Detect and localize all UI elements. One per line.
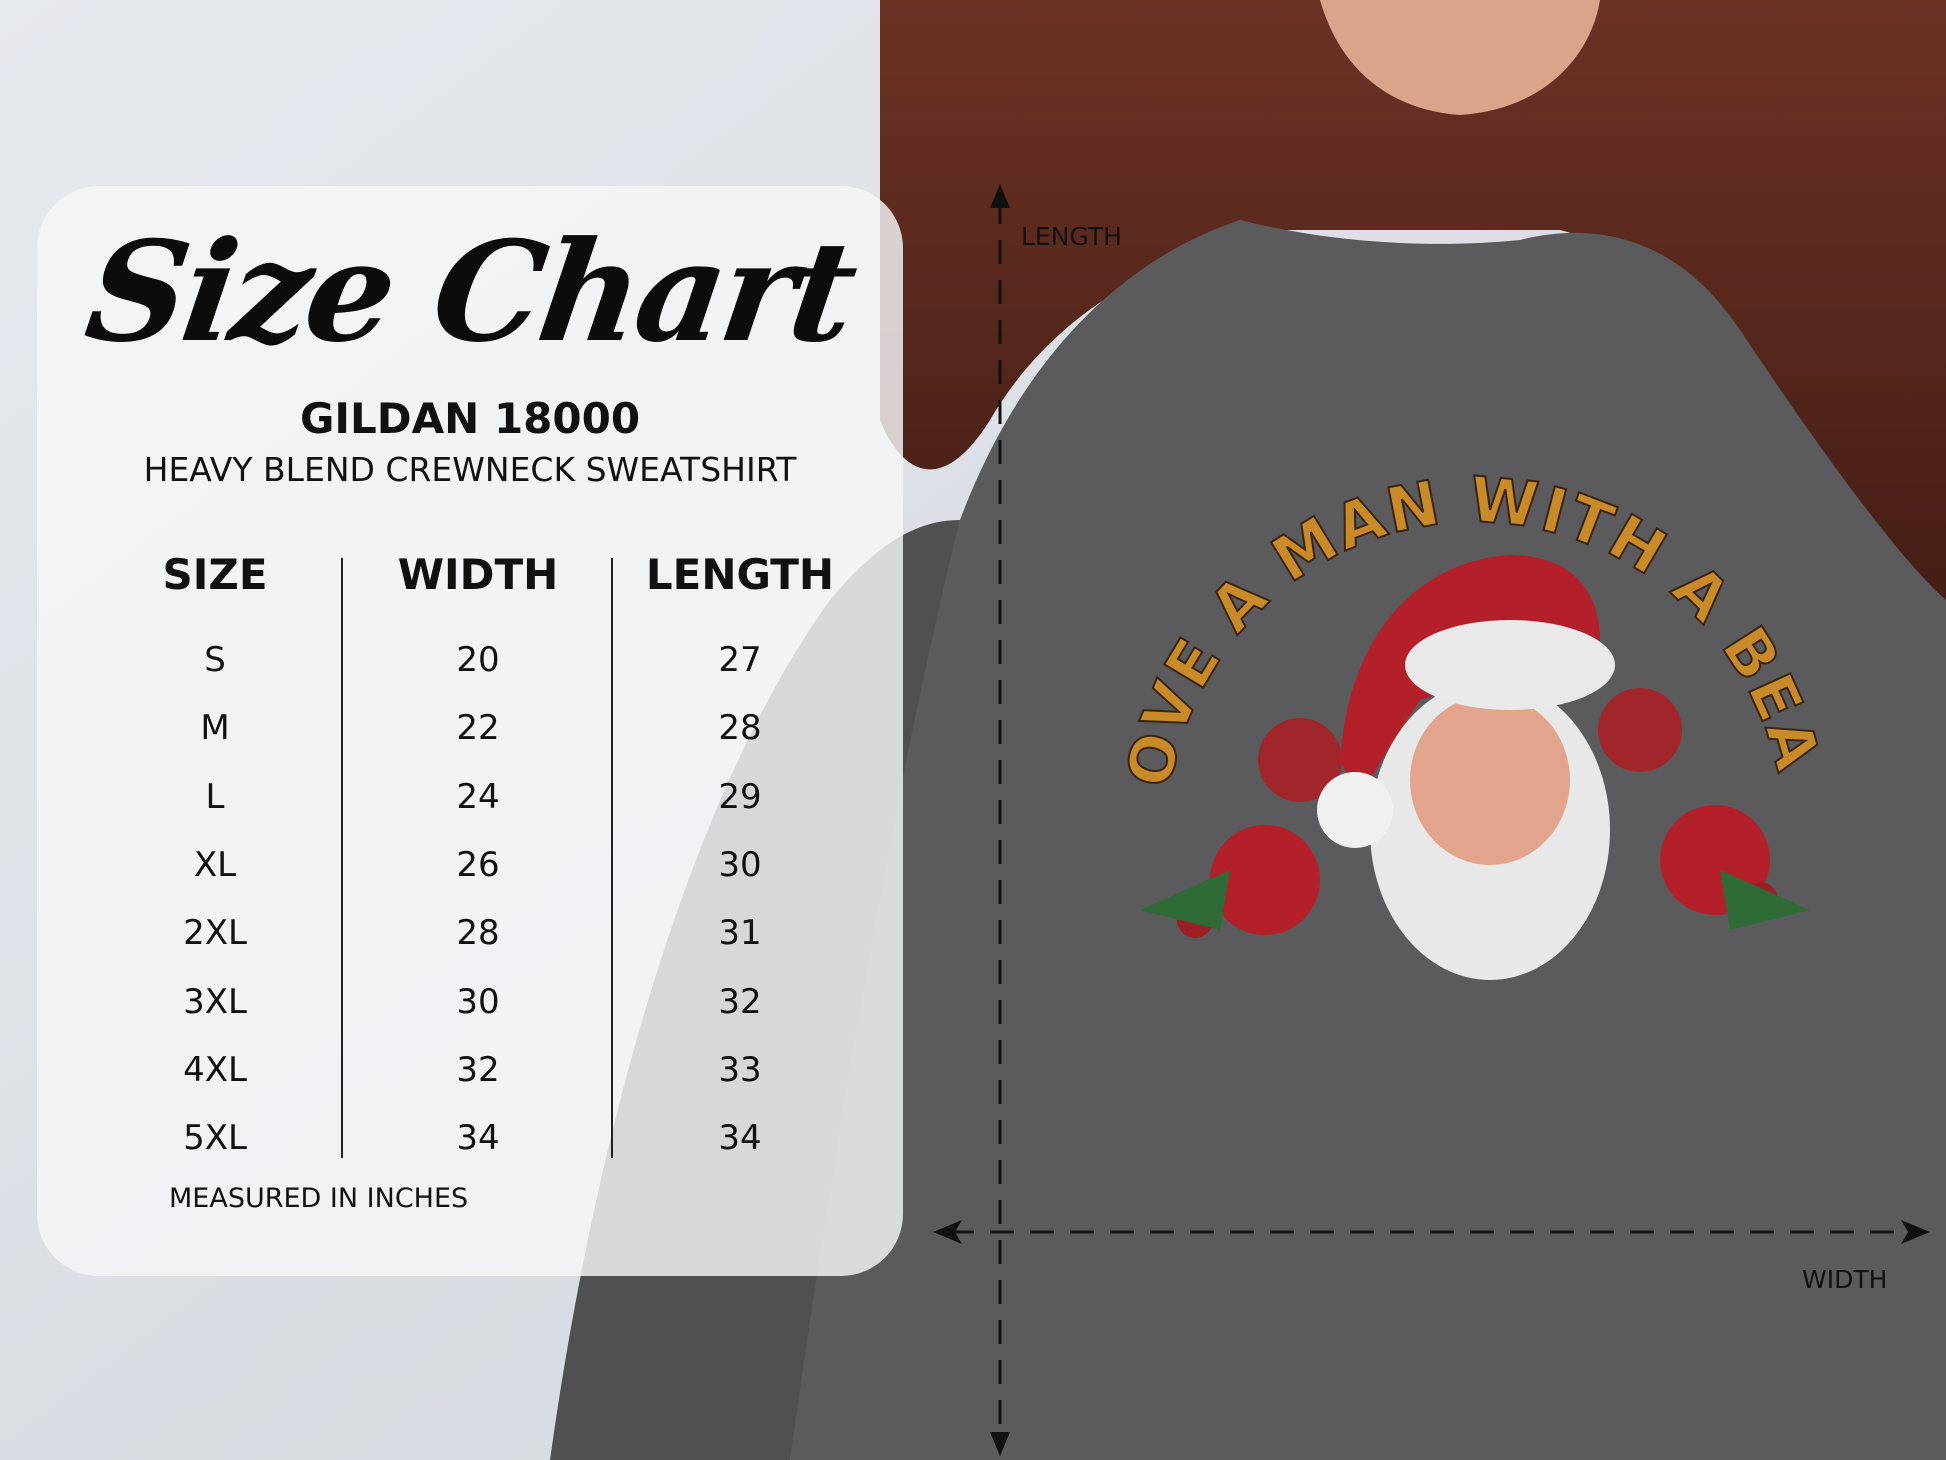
column-divider: [611, 558, 613, 1158]
column-header-size: SIZE: [162, 550, 268, 599]
width-cell: 26: [456, 844, 500, 885]
length-cell: 32: [718, 981, 762, 1022]
column-divider: [341, 558, 343, 1158]
product-subtitle: HEAVY BLEND CREWNECK SWEATSHIRT: [143, 450, 797, 489]
measurement-note: MEASURED IN INCHES: [169, 1183, 469, 1214]
face: [1320, 0, 1600, 115]
width-cell: 34: [456, 1118, 500, 1159]
length-cell: 30: [718, 844, 762, 885]
length-cell: 31: [718, 913, 762, 954]
column-header-length: LENGTH: [645, 550, 835, 599]
size-cell: 2XL: [183, 913, 247, 954]
size-cell: XL: [193, 844, 237, 885]
length-cell: 34: [718, 1118, 762, 1159]
length-arrow: [990, 184, 1010, 1456]
size-chart-title: Size Chart: [77, 210, 863, 373]
column-header-width: WIDTH: [397, 550, 559, 599]
width-cell: 32: [456, 1049, 500, 1090]
width-label: WIDTH: [1802, 1265, 1888, 1294]
length-cell: 28: [718, 708, 762, 749]
length-label: LENGTH: [1021, 222, 1122, 251]
size-cell: L: [205, 776, 225, 817]
size-chart-panel: [37, 186, 903, 1276]
size-cell: M: [200, 708, 230, 749]
width-cell: 30: [456, 981, 500, 1022]
length-cell: 33: [718, 1049, 762, 1090]
width-cell: 28: [456, 913, 500, 954]
length-cell: 27: [718, 640, 762, 680]
size-cell: 5XL: [183, 1118, 247, 1159]
width-cell: 24: [456, 776, 500, 817]
width-arrow: [933, 1220, 1930, 1244]
product-model: GILDAN 18000: [299, 394, 641, 443]
size-cell: 3XL: [183, 981, 247, 1022]
size-cell: S: [204, 640, 226, 680]
length-cell: 29: [718, 776, 762, 817]
width-cell: 20: [456, 640, 500, 680]
width-cell: 22: [456, 708, 500, 749]
hair: [880, 0, 1946, 700]
size-cell: 4XL: [183, 1049, 247, 1090]
